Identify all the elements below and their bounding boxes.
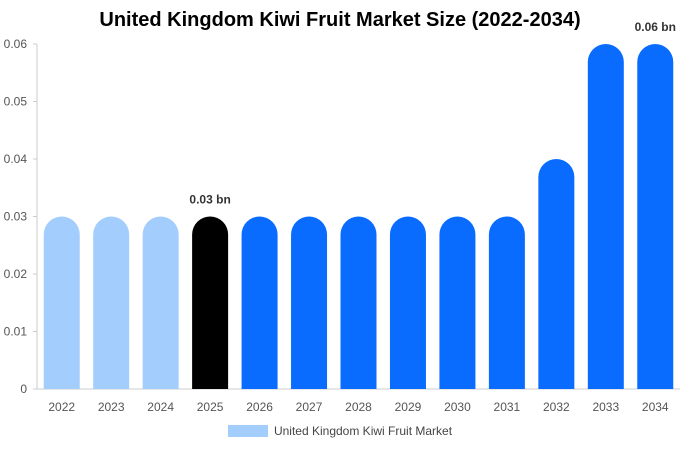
bar-2034: [637, 44, 674, 389]
y-tick-label: 0.05: [4, 95, 28, 109]
legend-label: United Kingdom Kiwi Fruit Market: [273, 424, 453, 438]
data-label-2034: 0.06 bn: [635, 20, 676, 34]
chart-labels: 2022 2023 2024 2025 2026 2027 2028 2029 2030 2031…: [48, 20, 676, 414]
bar-2026: [241, 216, 278, 389]
bar-2025: [192, 216, 229, 389]
bar-2030: [439, 216, 476, 389]
legend: United Kingdom Kiwi Fruit Market: [0, 424, 680, 438]
bar-2031: [488, 216, 525, 389]
x-tick-label: 2025: [197, 400, 224, 414]
x-tick-label: 2026: [246, 400, 273, 414]
bar-2023: [93, 216, 130, 389]
x-tick-label: 2032: [543, 400, 570, 414]
y-tick-label: 0.03: [4, 210, 28, 224]
bar-2029: [389, 216, 426, 389]
bar-2024: [142, 216, 179, 389]
data-label-2025: 0.03 bn: [189, 193, 230, 207]
x-tick-label: 2028: [345, 400, 372, 414]
x-tick-label: 2034: [642, 400, 669, 414]
y-tick-label: 0.06: [4, 37, 28, 51]
bar-2033: [587, 44, 624, 389]
chart-title: United Kingdom Kiwi Fruit Market Size (2…: [99, 9, 581, 31]
bar-2027: [291, 216, 328, 389]
chart-bars: [43, 44, 674, 389]
y-tick-label: 0.02: [4, 267, 28, 281]
bar-2032: [538, 159, 575, 389]
x-tick-label: 2024: [147, 400, 174, 414]
x-tick-label: 2030: [444, 400, 471, 414]
bar-2022: [43, 216, 80, 389]
x-tick-label: 2022: [48, 400, 75, 414]
x-tick-label: 2023: [98, 400, 125, 414]
bar-2028: [340, 216, 377, 389]
y-tick-label: 0.04: [4, 152, 28, 166]
bar-chart: 00.010.020.030.040.050.06 2022 2023 2024 20…: [4, 20, 680, 414]
y-tick-label: 0: [20, 382, 27, 396]
y-tick-label: 0.01: [4, 325, 28, 339]
x-tick-label: 2027: [296, 400, 323, 414]
x-tick-label: 2033: [592, 400, 619, 414]
x-tick-label: 2031: [494, 400, 521, 414]
legend-swatch: [227, 425, 268, 437]
x-tick-label: 2029: [395, 400, 422, 414]
